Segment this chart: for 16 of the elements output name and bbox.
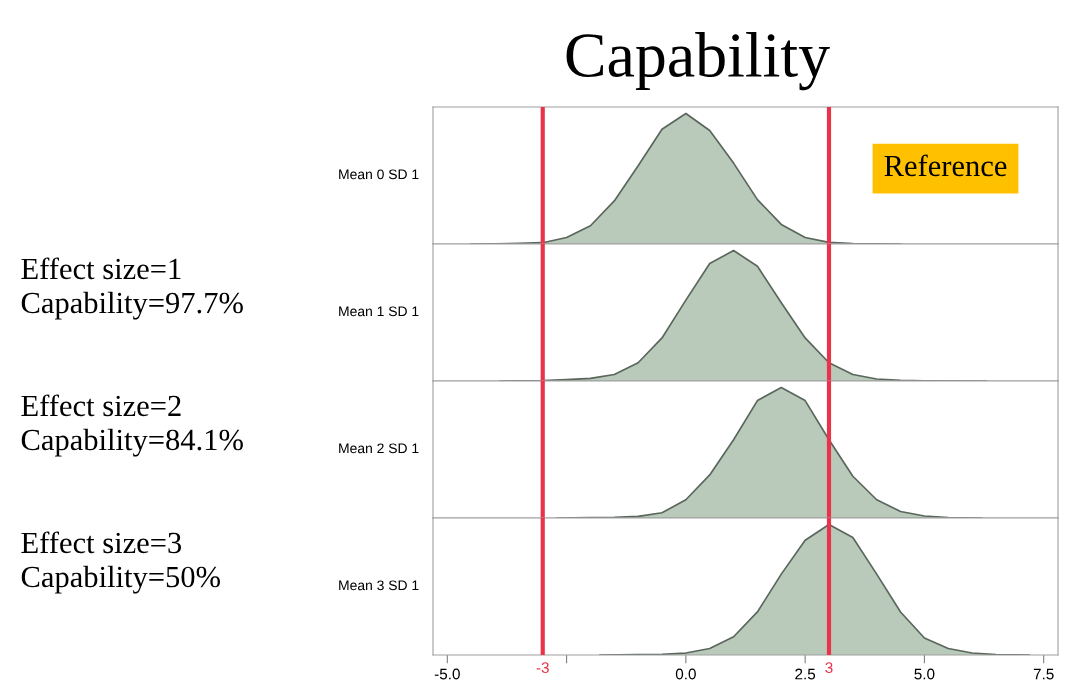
x-tick-label: 0.0 [675, 668, 696, 680]
x-tick-label: 7.5 [1033, 668, 1054, 680]
ref-line-label: -3 [536, 662, 549, 674]
text: Effect size=3 Capability=50% [21, 531, 220, 594]
y-axis-title: Mean 1 SD 1 [339, 306, 419, 317]
x-tick-label: 5.0 [914, 668, 935, 680]
x-tick-label: -5.0 [434, 668, 460, 680]
x-tick-label: 2.5 [795, 668, 816, 680]
y-axis-title: Mean 0 SD 1 [339, 169, 419, 180]
annotation: Reference [884, 154, 1007, 177]
y-axis-title: Mean 3 SD 1 [339, 580, 419, 591]
text: Effect size=1 Capability=97.7% [21, 257, 243, 320]
chart-title: Capability [566, 32, 830, 91]
ref-line-label: 3 [825, 662, 833, 674]
y-axis-title: Mean 2 SD 1 [339, 443, 419, 454]
text: Effect size=2 Capability=84.1% [21, 394, 243, 457]
